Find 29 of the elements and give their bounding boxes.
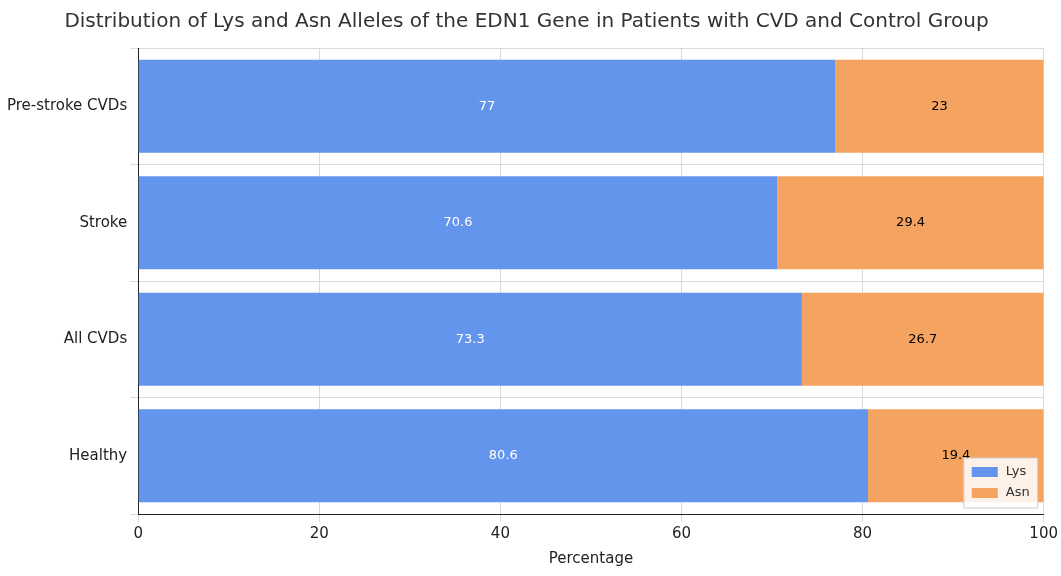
data-label: 29.4 — [896, 214, 926, 230]
legend-label: Asn — [1005, 484, 1030, 500]
legend-label: Lys — [1005, 463, 1027, 479]
data-label: 80.6 — [488, 447, 518, 463]
x-axis-title: Percentage — [548, 548, 634, 567]
x-tick-label: 100 — [1029, 523, 1059, 542]
bar — [138, 409, 869, 503]
y-tick-label: All CVDs — [63, 329, 128, 348]
data-label: 26.7 — [908, 330, 938, 346]
bar — [777, 176, 1044, 270]
data-label: 70.6 — [443, 214, 473, 230]
y-tick-label: Pre-stroke CVDs — [6, 96, 128, 115]
x-tick-label: 20 — [309, 523, 329, 542]
x-tick-label: 60 — [671, 523, 692, 542]
x-tick-label: 40 — [490, 523, 510, 542]
y-tick-label: Stroke — [79, 212, 128, 231]
x-tick-label: 80 — [853, 523, 873, 542]
data-label: 23 — [931, 97, 948, 113]
bar — [138, 59, 836, 153]
data-label: 73.3 — [455, 330, 485, 346]
bar — [835, 59, 1044, 153]
data-label: 19.4 — [941, 447, 971, 463]
bar — [801, 292, 1044, 386]
bar — [138, 292, 802, 386]
y-tick-label: Healthy — [69, 445, 128, 464]
data-label: 77 — [478, 97, 496, 113]
chart-title: Distribution of Lys and Asn Alleles of the EDN1 Gene in Patients with CVD and Control Group — [64, 8, 989, 33]
x-tick-label: 0 — [133, 523, 143, 542]
bar — [138, 176, 778, 270]
